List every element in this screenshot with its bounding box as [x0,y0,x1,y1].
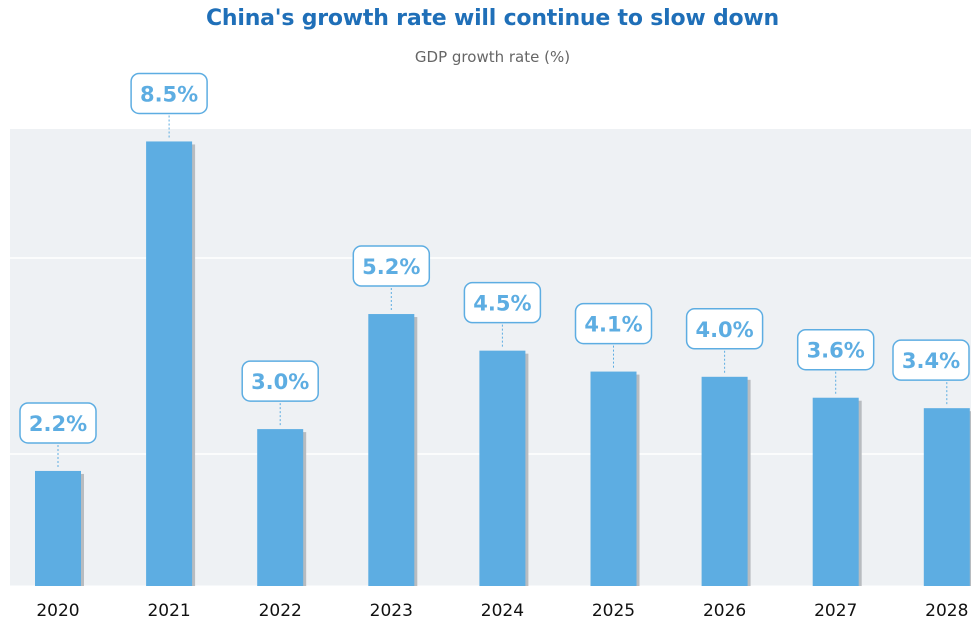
data-label-box [352,245,431,287]
data-label-box [241,360,319,402]
bar-2028 [923,408,970,586]
x-tick-label-2023: 2023 [370,601,413,621]
data-label-box [463,281,542,324]
x-tick-label-2022: 2022 [259,601,302,621]
x-tick-label-2021: 2021 [147,601,190,621]
data-label-box [796,328,875,371]
x-tick-label-2020: 2020 [36,601,79,621]
bar-2020 [35,470,81,586]
data-label-2022: 3.0% [251,370,309,394]
x-tick-label-2028: 2028 [925,601,968,621]
x-tick-label-2025: 2025 [592,601,635,621]
data-label-2024: 4.5% [473,292,531,316]
x-tick-label-2027: 2027 [814,601,857,621]
bar-2021 [146,141,193,586]
chart-subtitle: GDP growth rate (%) [414,48,571,66]
x-tick-label-2026: 2026 [703,601,746,621]
chart-title: China's growth rate will continue to slo… [205,6,780,31]
x-tick-label-2024: 2024 [481,601,524,621]
data-label-2021: 8.5% [140,82,198,106]
data-label-2027: 3.6% [807,339,865,363]
bar-2026 [701,376,748,586]
bar-2022 [257,429,304,586]
data-label-2025: 4.1% [584,313,642,337]
data-label-2023: 5.2% [362,255,420,279]
bar-2023 [368,314,415,586]
bar-2027 [812,397,859,586]
data-label-2028: 3.4% [902,349,960,373]
bar-2024 [479,350,526,586]
data-label-2026: 4.0% [695,318,753,342]
bar-2025 [590,371,637,586]
data-label-2020: 2.2% [29,412,87,436]
data-label-box [685,308,764,350]
data-label-box [19,402,97,444]
data-label-box [130,72,208,115]
data-label-box [574,302,653,345]
data-label-box [892,339,970,381]
